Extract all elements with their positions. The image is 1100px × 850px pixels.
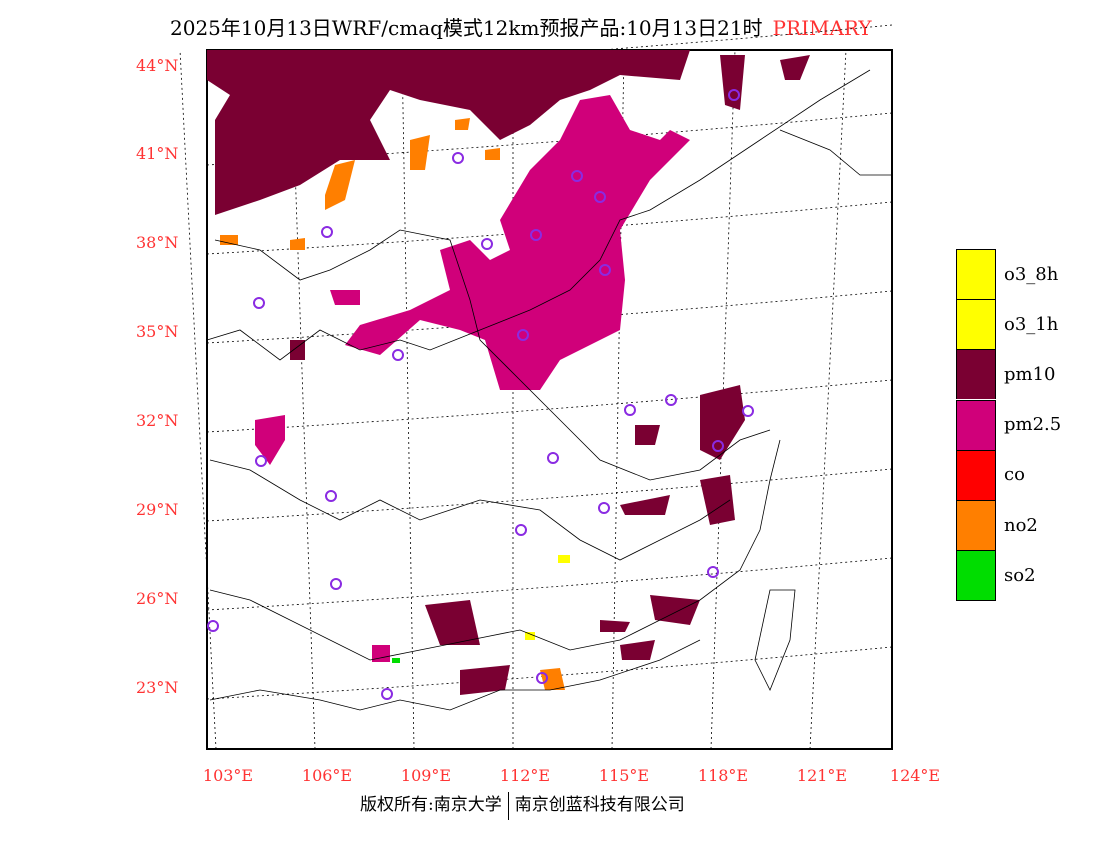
- city-marker: [253, 297, 265, 309]
- lat-label: 23°N: [136, 678, 179, 697]
- copyright-right: 南京创蓝科技有限公司: [514, 795, 685, 815]
- lat-label: 32°N: [136, 411, 179, 430]
- lat-label: 38°N: [136, 233, 179, 252]
- city-marker: [381, 688, 393, 700]
- legend-label: pm10: [1004, 363, 1056, 385]
- legend-label: o3_1h: [1004, 313, 1059, 335]
- city-marker: [594, 191, 606, 203]
- legend-swatch: [956, 299, 996, 350]
- copyright-left: 版权所有:南京大学: [360, 795, 502, 815]
- city-marker: [598, 502, 610, 514]
- city-marker: [325, 490, 337, 502]
- legend-label: so2: [1004, 564, 1036, 586]
- legend-label: pm2.5: [1004, 414, 1062, 436]
- meridian-line: [179, 49, 217, 750]
- legend-item: so2: [956, 549, 1061, 601]
- city-marker: [665, 394, 677, 406]
- city-markers: [207, 89, 754, 700]
- legend-swatch: [956, 449, 996, 500]
- lat-label: 26°N: [136, 589, 179, 608]
- o3-regions: [525, 555, 570, 640]
- city-marker: [599, 264, 611, 276]
- province-boundaries: [206, 69, 892, 711]
- legend-item: no2: [956, 500, 1061, 551]
- lat-label: 35°N: [136, 322, 179, 341]
- meridian-line: [401, 49, 415, 750]
- so2-region: [392, 658, 400, 663]
- city-marker: [707, 566, 719, 578]
- no2-regions: [220, 118, 565, 690]
- pm25-regions: [255, 95, 690, 662]
- legend-swatch: [956, 399, 996, 450]
- lon-label: 121°E: [796, 766, 848, 785]
- lat-label: 29°N: [136, 500, 179, 519]
- legend-item: o3_8h: [956, 249, 1061, 300]
- legend-item: co: [956, 449, 1061, 500]
- legend-swatch: [956, 349, 996, 400]
- city-marker: [517, 329, 529, 341]
- city-marker: [624, 404, 636, 416]
- city-marker: [481, 238, 493, 250]
- graticule: [179, 24, 893, 750]
- legend: o3_8h o3_1h pm10 pm2.5 co no2 so2: [956, 249, 1062, 601]
- lon-label: 109°E: [400, 766, 452, 785]
- lon-label: 124°E: [889, 766, 941, 785]
- meridian-line: [290, 49, 316, 750]
- lon-label: 115°E: [598, 766, 650, 785]
- copyright-footer: 版权所有:南京大学 南京创蓝科技有限公司: [360, 790, 685, 820]
- city-marker: [452, 152, 464, 164]
- pollutant-tag: PRIMARY: [772, 16, 872, 40]
- lon-label: 118°E: [697, 766, 749, 785]
- city-marker: [547, 452, 559, 464]
- city-marker: [530, 229, 542, 241]
- legend-label: no2: [1004, 514, 1038, 536]
- lat-label: 41°N: [136, 144, 179, 163]
- city-marker: [742, 405, 754, 417]
- meridian-line: [710, 49, 736, 750]
- legend-swatch: [956, 500, 996, 551]
- city-marker: [207, 620, 219, 632]
- lat-label: 44°N: [136, 56, 179, 75]
- city-marker: [536, 672, 548, 684]
- legend-swatch: [956, 249, 996, 300]
- legend-item: o3_1h: [956, 299, 1061, 350]
- city-marker: [728, 89, 740, 101]
- city-marker: [392, 349, 404, 361]
- city-marker: [321, 226, 333, 238]
- city-marker: [255, 455, 267, 467]
- meridian-line: [611, 49, 625, 750]
- legend-item: pm10: [956, 349, 1061, 400]
- lon-label: 106°E: [301, 766, 353, 785]
- legend-item: pm2.5: [956, 399, 1062, 450]
- city-marker: [712, 440, 724, 452]
- meridian-line: [809, 49, 847, 750]
- lon-label: 112°E: [499, 766, 551, 785]
- lon-label: 103°E: [202, 766, 254, 785]
- title-text: 2025年10月13日WRF/cmaq模式12km预报产品:10月13日21时: [170, 16, 763, 40]
- legend-swatch: [956, 549, 996, 601]
- map-title: 2025年10月13日WRF/cmaq模式12km预报产品:10月13日21时 P…: [170, 12, 872, 41]
- legend-label: co: [1004, 464, 1025, 486]
- legend-label: o3_8h: [1004, 263, 1059, 285]
- city-marker: [330, 578, 342, 590]
- city-marker: [515, 524, 527, 536]
- city-marker: [571, 170, 583, 182]
- separator: [507, 791, 509, 820]
